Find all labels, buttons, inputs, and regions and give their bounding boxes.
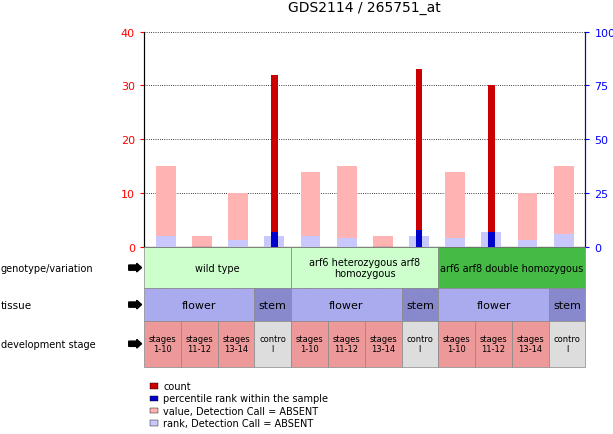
Bar	[416, 70, 422, 247]
Text: stages
13-14: stages 13-14	[516, 334, 544, 354]
Bar	[373, 237, 393, 247]
Bar	[228, 241, 248, 247]
Bar	[300, 172, 321, 247]
Text: flower: flower	[476, 300, 511, 310]
Text: contro
l: contro l	[406, 334, 433, 354]
Bar	[228, 194, 248, 247]
Text: stem: stem	[259, 300, 287, 310]
Bar	[517, 241, 538, 247]
Text: stages
11-12: stages 11-12	[332, 334, 360, 354]
Text: stages
1-10: stages 1-10	[148, 334, 177, 354]
Text: flower: flower	[182, 300, 216, 310]
Bar	[481, 232, 501, 247]
Bar	[271, 232, 278, 247]
Text: rank, Detection Call = ABSENT: rank, Detection Call = ABSENT	[163, 418, 313, 427]
Text: development stage: development stage	[1, 339, 95, 349]
Bar	[554, 167, 574, 247]
Text: stages
1-10: stages 1-10	[295, 334, 324, 354]
Bar	[271, 76, 278, 247]
Bar	[409, 237, 429, 247]
Text: flower: flower	[329, 300, 364, 310]
Text: stages
1-10: stages 1-10	[443, 334, 471, 354]
Text: stages
13-14: stages 13-14	[222, 334, 250, 354]
Text: percentile rank within the sample: percentile rank within the sample	[163, 394, 328, 403]
Bar	[416, 230, 422, 247]
Text: tissue: tissue	[1, 300, 32, 310]
Text: GDS2114 / 265751_at: GDS2114 / 265751_at	[288, 1, 441, 15]
Bar	[156, 167, 176, 247]
Bar	[517, 194, 538, 247]
Text: stem: stem	[406, 300, 434, 310]
Bar	[488, 86, 495, 247]
Bar	[337, 239, 357, 247]
Text: genotype/variation: genotype/variation	[1, 263, 93, 273]
Bar	[192, 237, 212, 247]
Text: count: count	[163, 381, 191, 391]
Bar	[488, 232, 495, 247]
Text: contro
l: contro l	[259, 334, 286, 354]
Bar	[445, 172, 465, 247]
Text: arf6 heterozygous arf8
homozygous: arf6 heterozygous arf8 homozygous	[309, 257, 421, 279]
Text: stages
11-12: stages 11-12	[479, 334, 508, 354]
Text: value, Detection Call = ABSENT: value, Detection Call = ABSENT	[163, 406, 318, 415]
Text: contro
l: contro l	[554, 334, 581, 354]
Text: arf6 arf8 double homozygous: arf6 arf8 double homozygous	[440, 263, 584, 273]
Bar	[554, 234, 574, 247]
Bar	[445, 239, 465, 247]
Bar	[337, 167, 357, 247]
Text: stem: stem	[553, 300, 581, 310]
Text: stages
13-14: stages 13-14	[369, 334, 397, 354]
Bar	[300, 237, 321, 247]
Text: stages
11-12: stages 11-12	[185, 334, 213, 354]
Bar	[264, 237, 284, 247]
Text: wild type: wild type	[196, 263, 240, 273]
Bar	[156, 237, 176, 247]
